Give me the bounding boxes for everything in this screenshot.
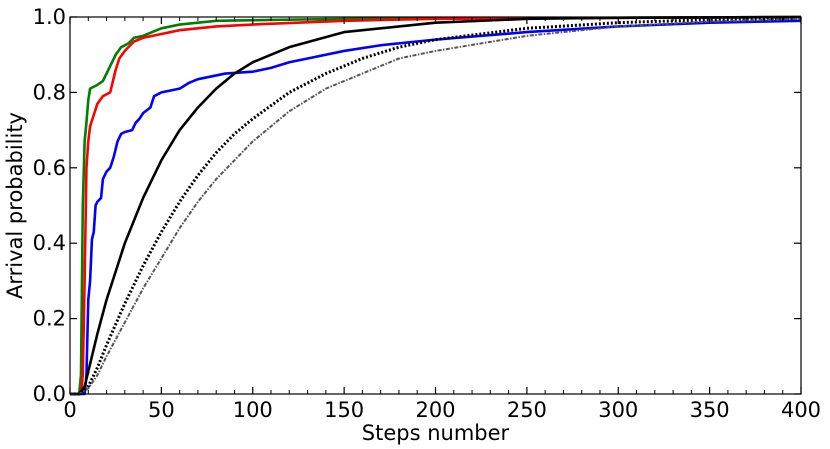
y-tick-label: 0.8 — [33, 80, 66, 104]
x-tick-label: 100 — [233, 398, 273, 422]
series-line-1 — [70, 15, 801, 396]
y-tick-label: 0.2 — [33, 307, 66, 331]
series-line-2 — [70, 19, 801, 396]
series-layer — [70, 15, 801, 396]
series-line-0 — [70, 15, 801, 396]
series-line-3 — [70, 15, 801, 396]
y-axis-label: Arrival probability — [3, 112, 27, 299]
x-tick-label: 200 — [415, 398, 455, 422]
axes-layer: 0 50 100 150 200 250 300 350 400 0.0 0.2 0.4 0.6 0.8 1… — [33, 5, 821, 422]
y-tick-label: 1.0 — [33, 5, 66, 29]
x-tick-label: 50 — [148, 398, 175, 422]
series-line-5 — [70, 17, 801, 395]
y-tick-label: 0.6 — [33, 156, 66, 180]
x-tick-label: 300 — [598, 398, 638, 422]
y-tick-label: 0.0 — [33, 382, 66, 406]
x-tick-label: 400 — [781, 398, 821, 422]
x-tick-label: 350 — [690, 398, 730, 422]
x-tick-label: 0 — [63, 398, 76, 422]
x-tick-label: 150 — [324, 398, 364, 422]
x-tick-label: 250 — [507, 398, 547, 422]
y-tick-label: 0.4 — [33, 231, 66, 255]
x-axis-label: Steps number — [362, 421, 510, 445]
plot-frame — [69, 16, 802, 395]
series-line-4 — [70, 16, 801, 396]
